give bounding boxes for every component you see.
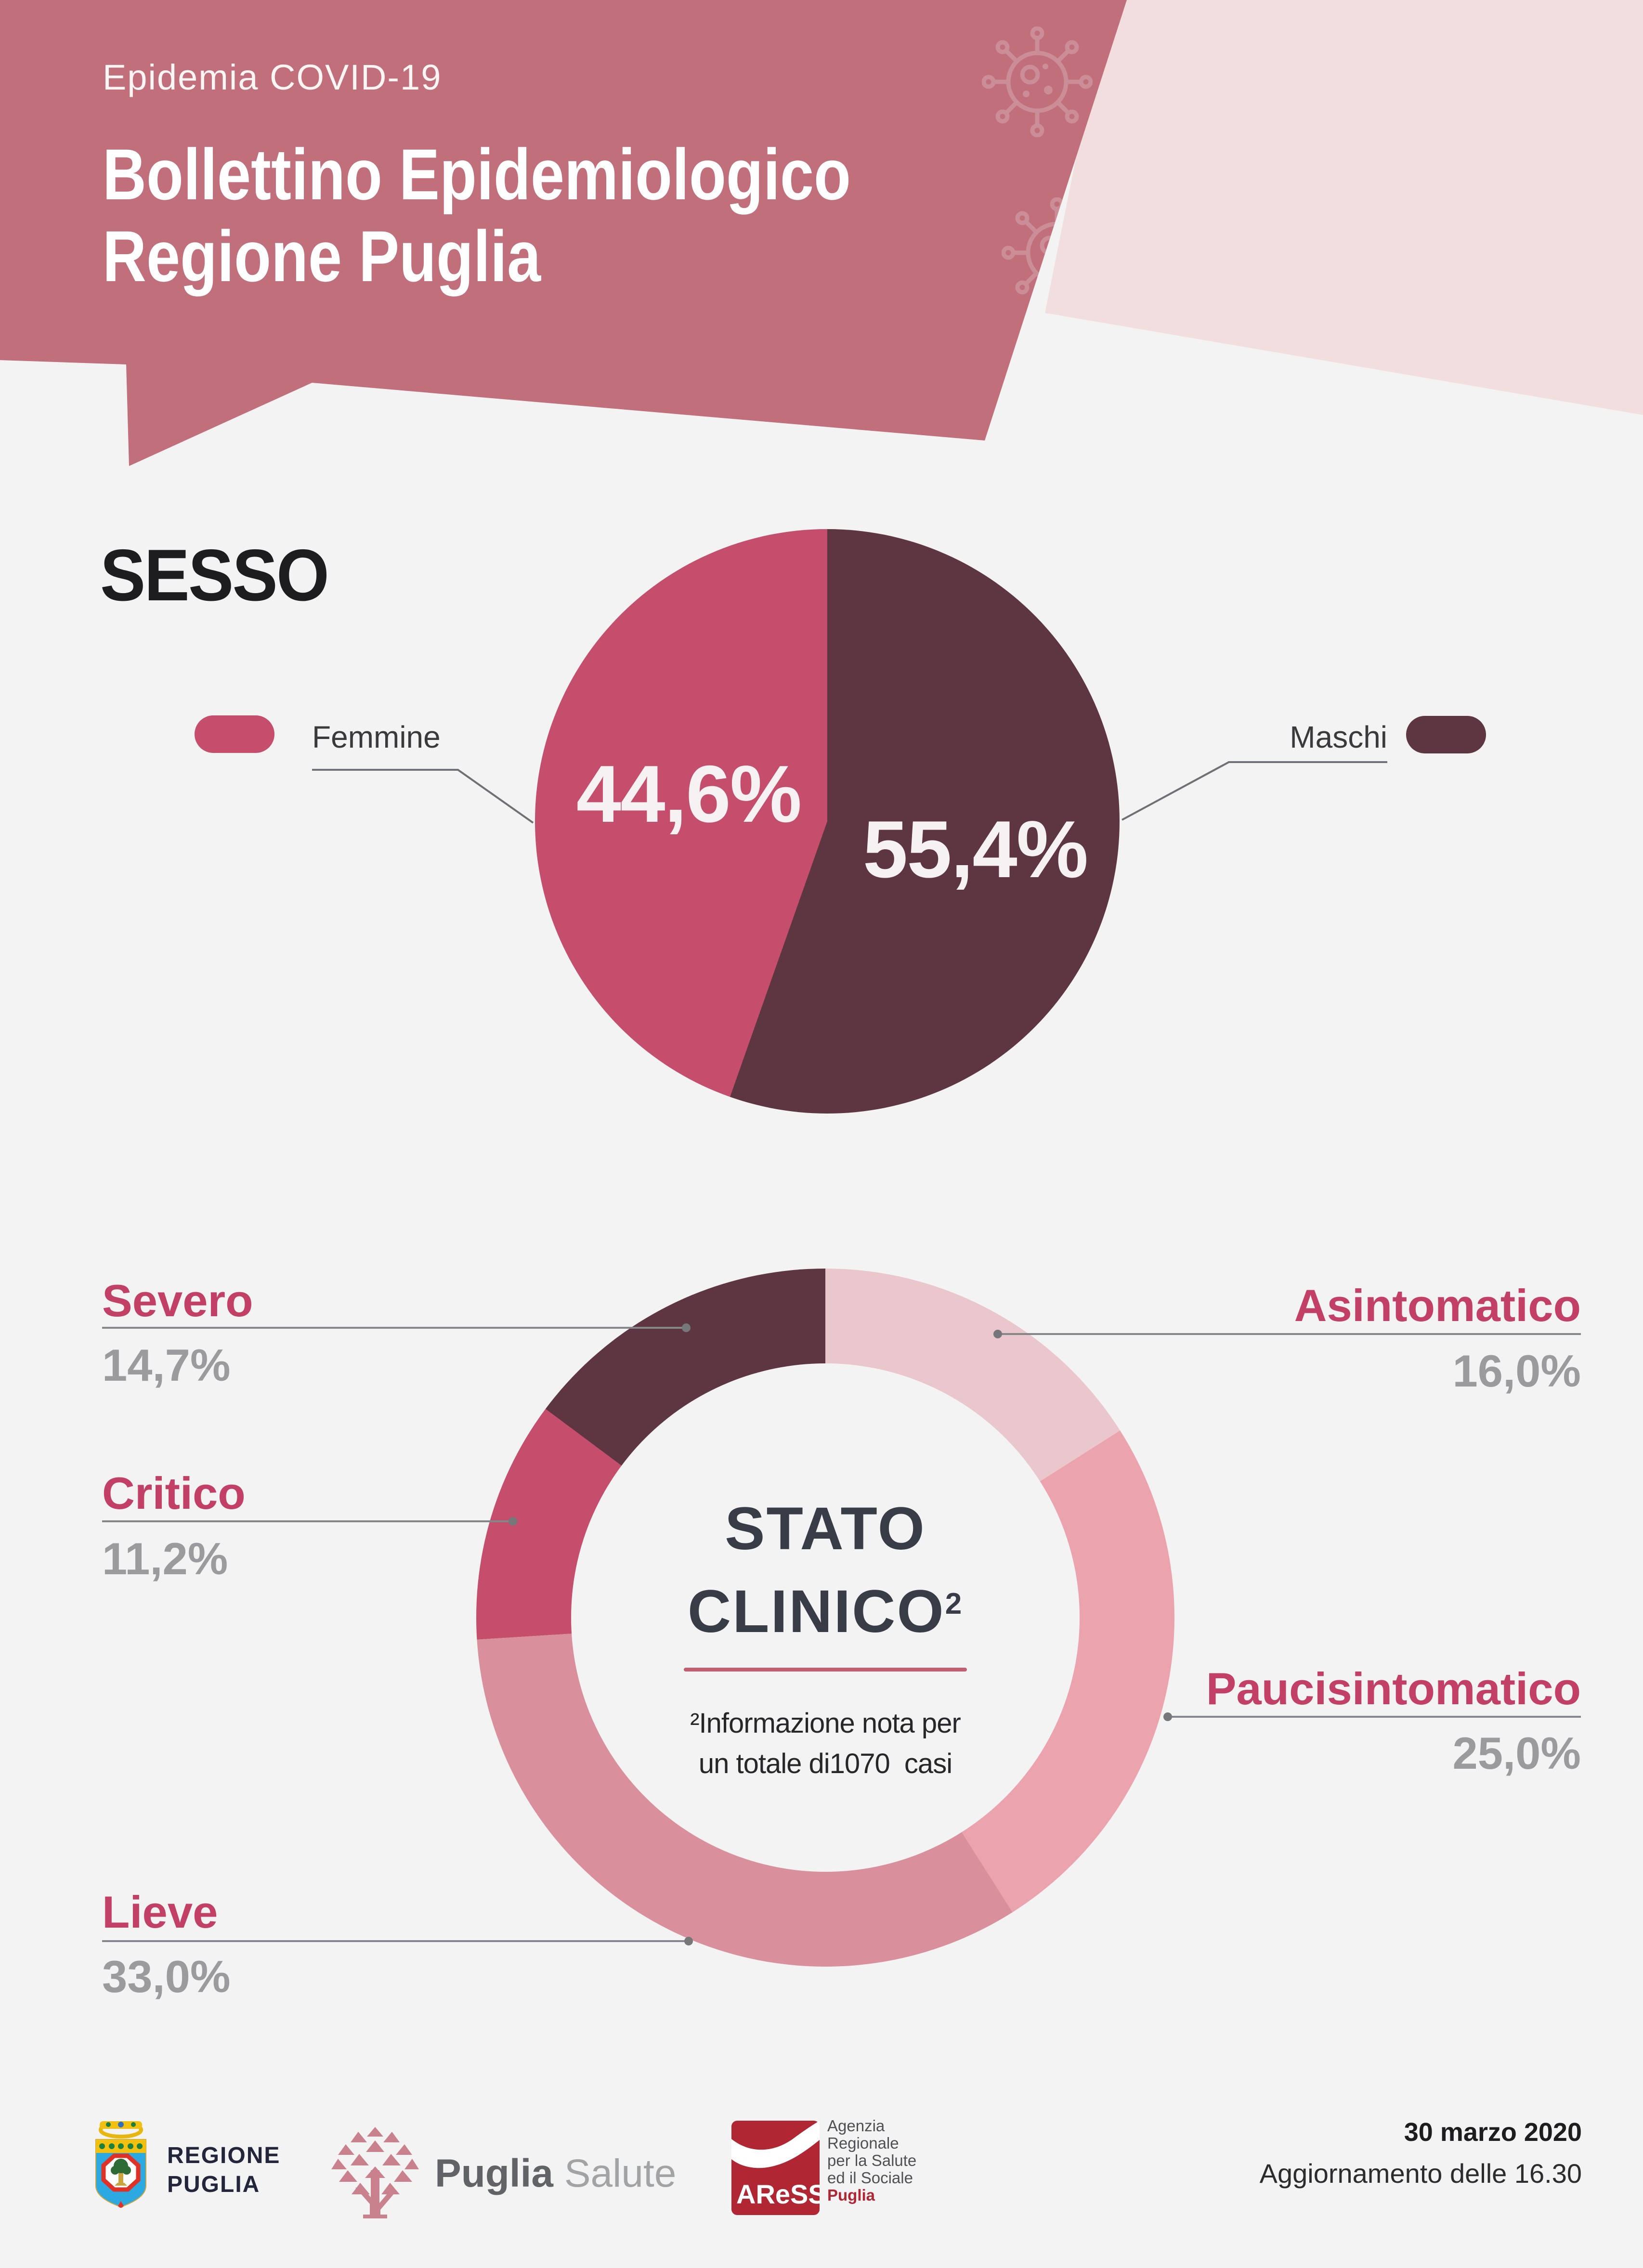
label-asintomatico: Asintomatico [1294, 1280, 1581, 1331]
puglia-salute-tree-icon [331, 2127, 419, 2218]
donut-title-sup: 2 [945, 1587, 964, 1620]
puglia-salute-wordmark: Puglia Salute [435, 2151, 677, 2195]
report-date: 30 marzo 2020 [1404, 2118, 1582, 2147]
aress-acronym: AReSS [736, 2179, 820, 2209]
virus-icon [982, 26, 1093, 137]
page-title-line2: Regione Puglia [103, 216, 541, 297]
donut-title-underline [684, 1668, 967, 1672]
header-eyebrow: Epidemia COVID-19 [103, 57, 442, 97]
pct-lieve: 33,0% [102, 1951, 231, 2002]
donut-hole [571, 1363, 1080, 1872]
leader-femmine [312, 769, 534, 824]
legend-swatch-femmine [195, 715, 274, 753]
pct-critico: 11,2% [102, 1533, 228, 1584]
pie-value-maschi: 55,4% [862, 804, 1088, 894]
legend-swatch-maschi [1406, 716, 1486, 753]
leader-maschi [1121, 761, 1387, 821]
donut-title: STATO CLINICO2 [687, 1495, 964, 1645]
page-title: Bollettino Epidemiologico Regione Puglia [103, 133, 851, 297]
sesso-pie-chart [535, 529, 1120, 1114]
legend-label-femmine: Femmine [312, 720, 441, 754]
regione-puglia-crest [95, 2121, 146, 2208]
legend-label-maschi: Maschi [1290, 720, 1387, 754]
date-block: 30 marzo 2020 Aggiornamento delle 16.30 [1100, 2117, 1582, 2189]
label-lieve: Lieve [102, 1887, 218, 1937]
pct-paucisintomatico: 25,0% [1452, 1728, 1581, 1778]
label-critico: Critico [102, 1468, 246, 1518]
update-time: Aggiornamento delle 16.30 [1259, 2158, 1582, 2189]
aress-text-block: Agenzia Regionale per la Salute ed il So… [827, 2117, 917, 2204]
aress-logo: AReSS [731, 2121, 820, 2215]
sesso-section-title: SESSO [100, 534, 329, 616]
donut-footnote: ²Informazione nota per un totale di1070 c… [690, 1708, 961, 1779]
pct-severo: 14,7% [102, 1340, 231, 1390]
donut-center-block: STATO CLINICO2 ²Informazione nota per un … [585, 1491, 1066, 1784]
regione-puglia-wordmark: REGIONE PUGLIA [167, 2143, 281, 2197]
pie-value-femmine: 44,6% [576, 749, 802, 839]
label-paucisintomatico: Paucisintomatico [1206, 1663, 1581, 1714]
aress-puglia: Puglia [827, 2186, 875, 2204]
label-severo: Severo [102, 1275, 253, 1326]
header-speech-bubble: Epidemia COVID-19 Bollettino Epidemiolog… [0, 0, 1127, 466]
page-title-line1: Bollettino Epidemiologico [103, 134, 851, 215]
pct-asintomatico: 16,0% [1452, 1346, 1581, 1396]
